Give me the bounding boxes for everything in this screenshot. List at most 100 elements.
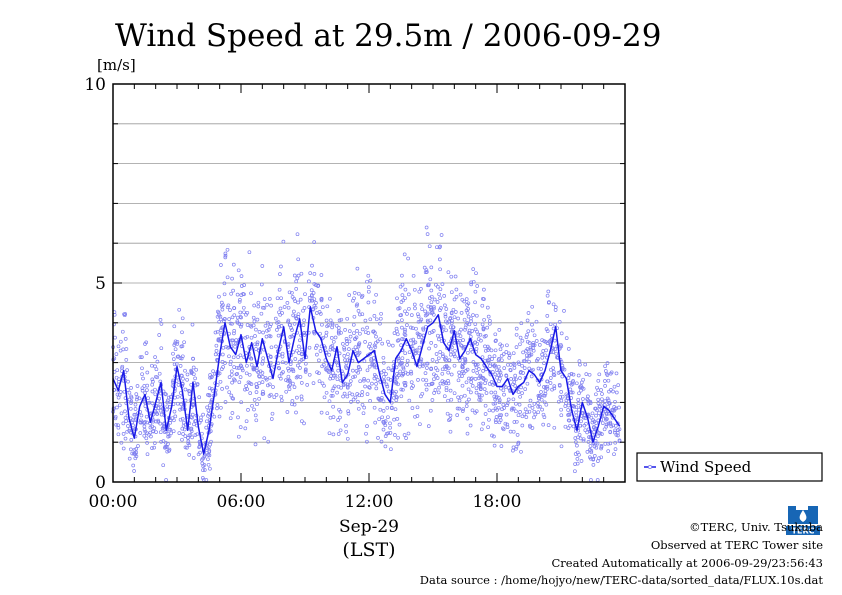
sample-point [378,337,383,342]
sample-point [365,368,370,373]
sample-point [297,360,302,364]
sample-point [430,381,435,386]
sample-point [407,350,412,355]
sample-point [321,335,325,340]
sample-point [291,381,295,386]
sample-point [491,401,496,406]
sample-point [393,407,398,412]
sample-point [498,418,503,422]
sample-point [285,410,290,414]
sample-point [303,368,308,373]
sample-point [123,337,128,341]
sample-point [352,291,357,295]
sample-point [193,376,197,381]
sample-point [114,352,119,356]
sample-point [193,433,198,437]
sample-point [386,339,390,344]
sample-point [409,325,413,330]
sample-point [191,402,195,406]
sample-point [483,412,488,416]
sample-point [405,358,410,363]
sample-point [314,301,318,305]
sample-point [563,404,568,408]
sample-point [435,333,440,338]
sample-point [255,340,260,345]
sample-point [123,436,128,441]
sample-point [478,398,483,402]
sample-point [543,385,548,389]
sample-point [292,402,297,407]
sample-point [216,338,221,343]
sample-point [345,394,350,399]
sample-point [559,390,564,394]
sample-point [525,318,530,323]
sample-point [441,325,446,329]
sample-point [432,391,436,395]
sample-point [597,411,601,416]
sample-point [132,469,136,473]
sample-point [331,404,335,409]
sample-point [573,469,577,474]
sample-point [514,444,519,449]
sample-point [475,371,480,375]
sample-point [167,427,172,432]
sample-point [403,309,407,314]
sample-point [490,357,494,361]
sample-point [399,394,404,399]
sample-point [144,436,149,441]
sample-point [163,440,168,445]
sample-point [493,390,498,395]
sample-point [228,416,233,421]
sample-point [268,324,272,329]
sample-point [189,369,194,374]
sample-point [446,270,451,275]
sample-point [588,448,592,452]
sample-point [575,450,580,455]
sample-point [332,373,336,378]
sample-point [606,398,611,403]
sample-point [249,291,253,296]
sample-point [454,287,459,292]
sample-point [244,419,249,424]
sample-point [246,408,250,412]
sample-point [438,350,443,354]
sample-point [232,329,237,333]
sample-point [345,436,350,441]
sample-point [298,366,302,370]
sample-point [435,300,440,304]
sample-point [292,273,297,278]
sample-point [243,426,248,431]
sample-point [197,395,202,400]
sample-point [480,303,485,308]
sample-point [257,381,262,386]
sample-point [573,462,577,466]
sample-point [296,257,301,262]
sample-point [480,355,485,360]
sample-point [483,348,488,353]
sample-point [355,348,359,352]
sample-point [220,360,225,364]
sample-point [476,332,481,337]
sample-point [279,394,284,399]
sample-point [510,406,515,411]
sample-point [492,354,497,358]
sample-point [616,383,621,387]
sample-point [591,463,596,467]
sample-point [493,406,498,411]
sample-point [310,263,314,268]
sample-point [572,404,577,409]
sample-point [444,307,449,311]
sample-point [183,387,188,392]
sample-point [581,411,585,415]
sample-point [383,419,388,423]
sample-point [438,257,442,262]
sample-point [603,399,608,403]
sample-point [571,372,576,377]
sample-point [232,313,237,318]
sample-point [119,440,124,445]
sample-point [356,309,361,313]
sample-point [451,307,456,312]
sample-point [438,267,442,272]
sample-point [403,296,407,301]
chart-title: Wind Speed at 29.5m / 2006-09-29 [115,18,661,54]
